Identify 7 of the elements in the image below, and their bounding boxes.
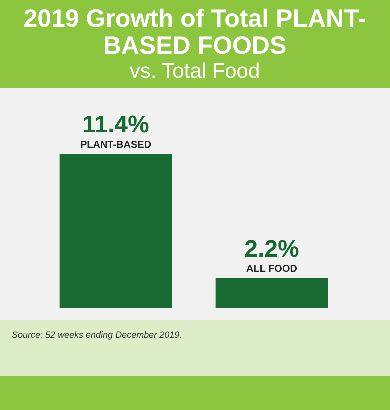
chart-subtitle: vs. Total Food: [128, 60, 262, 84]
x-tick-label: PLANT-BASED: [80, 140, 152, 151]
x-tick-label: ALL FOOD: [246, 264, 298, 276]
source-note: Source: 52 weeks ending December 2019.: [12, 330, 184, 340]
chart-title: 2019 Growth of Total PLANT-BASED FOODS: [22, 5, 368, 60]
data-label: 2.2%: [244, 236, 300, 263]
data-label: 11.4%: [82, 112, 150, 139]
